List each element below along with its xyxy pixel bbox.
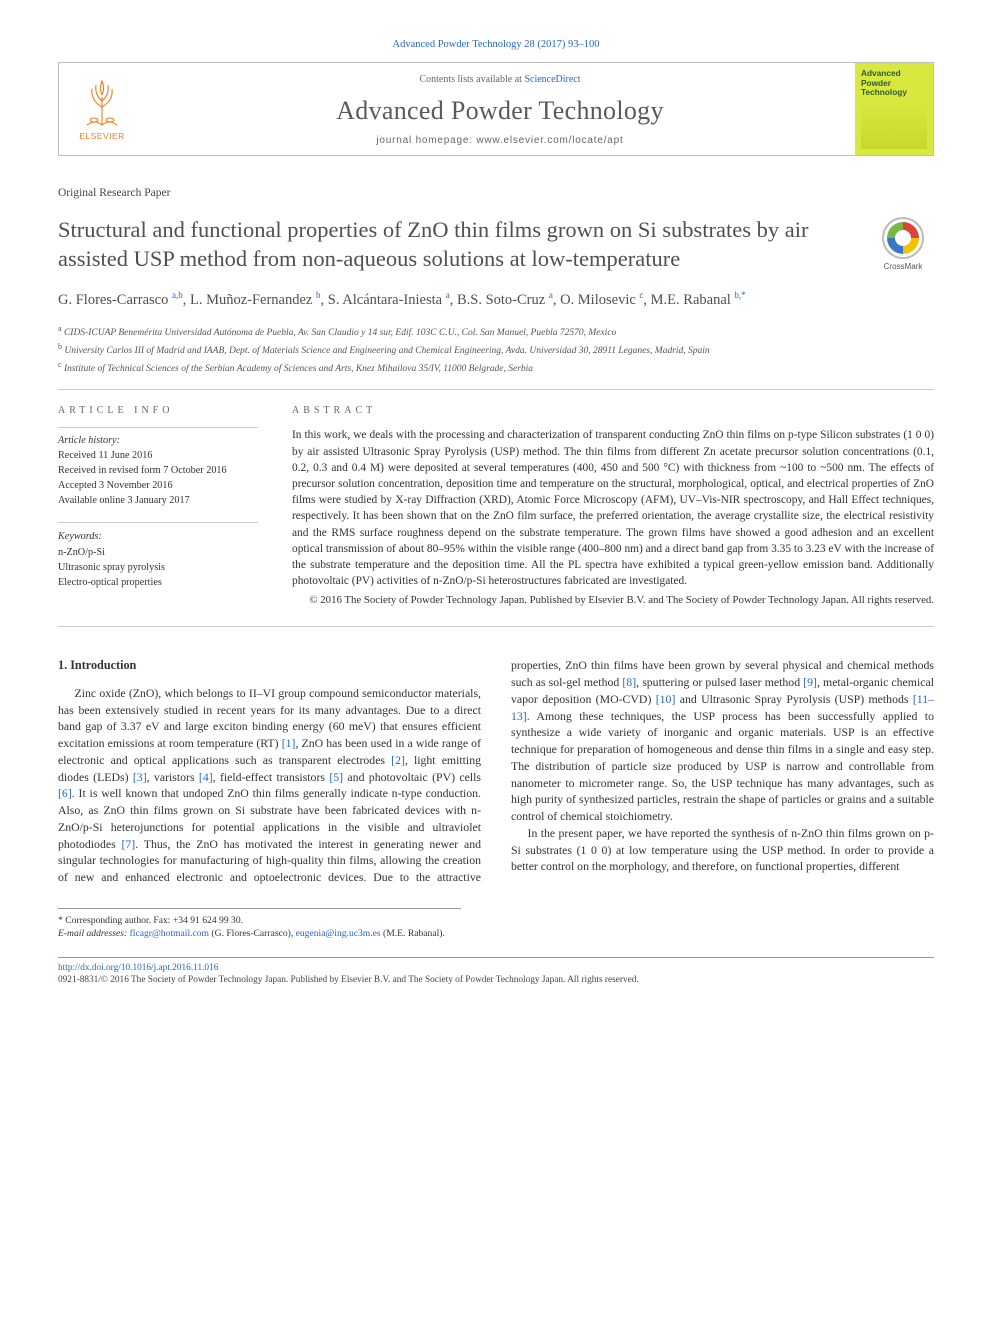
contents-prefix: Contents lists available at bbox=[419, 74, 524, 85]
journal-homepage: journal homepage: www.elsevier.com/locat… bbox=[153, 134, 847, 148]
history-item: Available online 3 January 2017 bbox=[58, 494, 258, 509]
page-footer: http://dx.doi.org/10.1016/j.apt.2016.11.… bbox=[58, 957, 934, 987]
section-heading: 1. Introduction bbox=[58, 657, 481, 674]
citation-link[interactable]: [5] bbox=[329, 770, 343, 784]
page: Advanced Powder Technology 28 (2017) 93–… bbox=[0, 0, 992, 1017]
cover-title: Advanced Powder Technology bbox=[861, 69, 927, 98]
affiliation: b University Carlos III of Madrid and IA… bbox=[58, 341, 934, 359]
history-item: Accepted 3 November 2016 bbox=[58, 479, 258, 494]
abstract-text: In this work, we deals with the processi… bbox=[292, 427, 934, 589]
history-item: Received 11 June 2016 bbox=[58, 449, 258, 464]
author: G. Flores-Carrasco a,b bbox=[58, 292, 183, 308]
contents-lists-line: Contents lists available at ScienceDirec… bbox=[153, 73, 847, 87]
abstract-copyright: © 2016 The Society of Powder Technology … bbox=[292, 593, 934, 608]
crossmark-label: CrossMark bbox=[884, 262, 923, 271]
author: L. Muñoz-Fernandez b bbox=[190, 292, 321, 308]
author-list: G. Flores-Carrasco a,b, L. Muñoz-Fernand… bbox=[58, 289, 934, 311]
abstract-head: ABSTRACT bbox=[292, 404, 934, 418]
citation-link[interactable]: [2] bbox=[391, 753, 405, 767]
email-addresses: E-mail addresses: flcagr@hotmail.com (G.… bbox=[58, 927, 461, 940]
citation-link[interactable]: [7] bbox=[121, 837, 135, 851]
article-info-head: ARTICLE INFO bbox=[58, 404, 258, 418]
citation-link[interactable]: [8] bbox=[622, 675, 636, 689]
journal-cover-thumb: Advanced Powder Technology bbox=[855, 63, 933, 155]
abstract: ABSTRACT In this work, we deals with the… bbox=[292, 404, 934, 608]
email-link[interactable]: eugenia@ing.uc3m.es bbox=[296, 928, 381, 939]
doi-link[interactable]: http://dx.doi.org/10.1016/j.apt.2016.11.… bbox=[58, 963, 218, 973]
author: S. Alcántara-Iniesta a bbox=[328, 292, 450, 308]
crossmark-widget[interactable]: CrossMark bbox=[872, 216, 934, 273]
journal-header: ELSEVIER Contents lists available at Sci… bbox=[58, 62, 934, 156]
affiliation: a CIDS-ICUAP Benemérita Universidad Autó… bbox=[58, 323, 934, 341]
corresponding-footnote: * Corresponding author. Fax: +34 91 624 … bbox=[58, 908, 461, 941]
citation-link[interactable]: [3] bbox=[133, 770, 147, 784]
cover-art bbox=[861, 102, 927, 150]
citation-link[interactable]: [9] bbox=[803, 675, 817, 689]
article-info: ARTICLE INFO Article history: Received 1… bbox=[58, 404, 258, 608]
citation-link[interactable]: [6] bbox=[58, 786, 72, 800]
keyword: Ultrasonic spray pyrolysis bbox=[58, 560, 258, 575]
author: O. Milosevic c bbox=[560, 292, 643, 308]
citation-link[interactable]: [1] bbox=[282, 736, 296, 750]
reference-line: Advanced Powder Technology 28 (2017) 93–… bbox=[58, 38, 934, 52]
publisher-wordmark: ELSEVIER bbox=[79, 131, 125, 142]
body-columns: 1. Introduction Zinc oxide (ZnO), which … bbox=[58, 657, 934, 885]
header-center: Contents lists available at ScienceDirec… bbox=[145, 63, 855, 155]
history-lead: Article history: bbox=[58, 434, 258, 449]
affiliation: c Institute of Technical Sciences of the… bbox=[58, 359, 934, 377]
affiliations: a CIDS-ICUAP Benemérita Universidad Autó… bbox=[58, 323, 934, 390]
publisher-logo-block: ELSEVIER bbox=[59, 63, 145, 155]
history-item: Received in revised form 7 October 2016 bbox=[58, 464, 258, 479]
author: B.S. Soto-Cruz a bbox=[457, 292, 553, 308]
keyword: n-ZnO/p-Si bbox=[58, 545, 258, 560]
elsevier-tree-icon bbox=[75, 75, 129, 129]
corresponding-author: * Corresponding author. Fax: +34 91 624 … bbox=[58, 914, 461, 927]
keywords-lead: Keywords: bbox=[58, 529, 258, 544]
citation-link[interactable]: [4] bbox=[199, 770, 213, 784]
sciencedirect-link[interactable]: ScienceDirect bbox=[524, 74, 580, 85]
article-history: Article history: Received 11 June 2016 R… bbox=[58, 427, 258, 508]
article-title: Structural and functional properties of … bbox=[58, 216, 854, 274]
info-abstract-row: ARTICLE INFO Article history: Received 1… bbox=[58, 404, 934, 627]
issn-copyright: 0921-8831/© 2016 The Society of Powder T… bbox=[58, 974, 934, 987]
crossmark-icon bbox=[881, 216, 925, 260]
email-lead: E-mail addresses: bbox=[58, 928, 130, 939]
article-type: Original Research Paper bbox=[58, 186, 934, 202]
journal-name: Advanced Powder Technology bbox=[153, 93, 847, 128]
email-link[interactable]: flcagr@hotmail.com bbox=[130, 928, 209, 939]
body-paragraph: In the present paper, we have reported t… bbox=[511, 825, 934, 875]
citation-link[interactable]: [10] bbox=[656, 692, 676, 706]
keywords: Keywords: n-ZnO/p-Si Ultrasonic spray py… bbox=[58, 522, 258, 590]
keyword: Electro-optical properties bbox=[58, 575, 258, 590]
author: M.E. Rabanal b,* bbox=[651, 292, 746, 308]
